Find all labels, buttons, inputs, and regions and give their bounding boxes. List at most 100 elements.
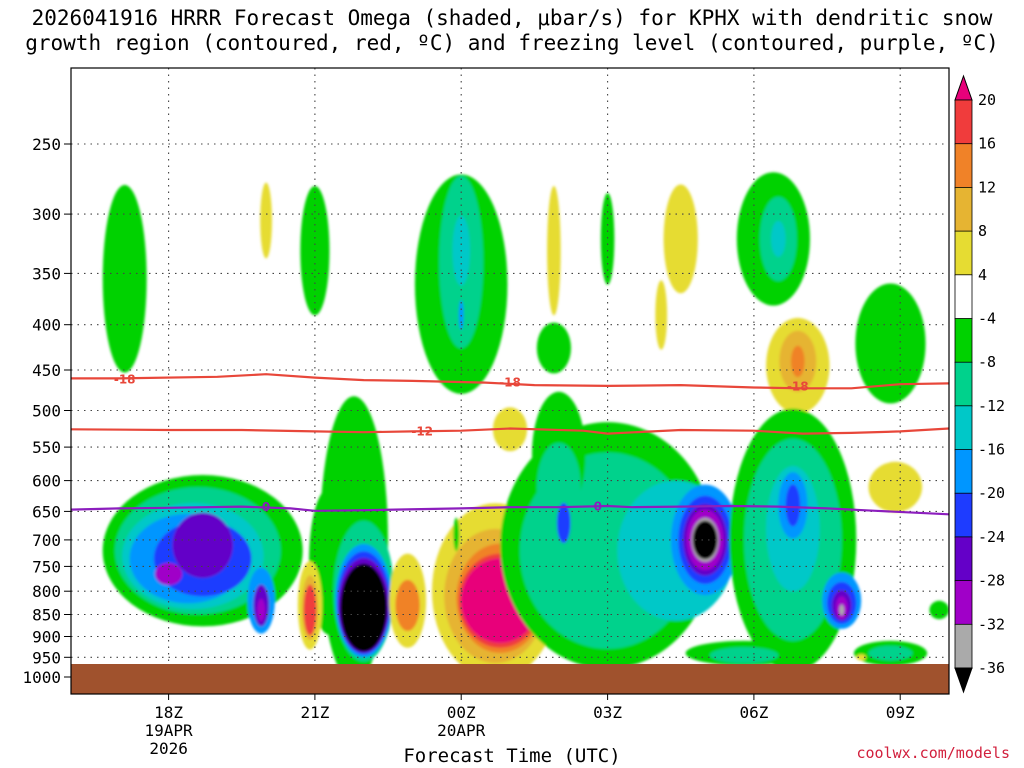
y-tick-label: 550	[32, 438, 61, 457]
freezing-contour-label: 0	[594, 500, 602, 514]
omega-cell	[868, 461, 923, 513]
chart-title: 2026041916 HRRR Forecast Omega (shaded, …	[0, 6, 1024, 56]
omega-cell	[395, 579, 420, 631]
omega-cell	[536, 442, 581, 532]
omega-cell	[791, 345, 805, 378]
omega-cell	[102, 184, 147, 373]
omega-cell	[257, 598, 266, 622]
omega-cell	[547, 186, 561, 316]
omega-cell	[692, 520, 718, 560]
colorbar-segment	[954, 99, 973, 145]
omega-colorbar: 20 16 12 8 4 -4 -8 -12 -16 -20 -24 -28 -32 -36	[954, 74, 1005, 694]
colorbar-label: 4	[978, 266, 987, 284]
dgz-contour-label: -18	[499, 376, 521, 390]
colorbar-label: -16	[978, 441, 1005, 459]
colorbar-segment	[954, 449, 973, 495]
colorbar-segment	[954, 580, 973, 626]
colorbar-segment	[954, 186, 973, 232]
y-tick-label: 250	[32, 135, 61, 154]
x-tick-label: 20APR	[437, 721, 486, 740]
omega-cell	[839, 604, 845, 616]
y-tick-label: 1000	[22, 668, 61, 687]
colorbar-segment	[954, 623, 973, 669]
y-tick-label: 600	[32, 472, 61, 491]
colorbar-segment	[954, 492, 973, 538]
y-tick-label: 850	[32, 606, 61, 625]
x-tick-label: 03Z	[593, 703, 622, 722]
omega-cell	[260, 182, 272, 259]
omega-cell	[868, 645, 913, 661]
ground-surface	[71, 664, 949, 694]
omega-cell	[855, 283, 926, 404]
colorbar-label: -4	[978, 310, 996, 328]
colorbar-label: 20	[978, 91, 996, 109]
omega-cell	[655, 280, 668, 350]
y-tick-label: 350	[32, 264, 61, 283]
omega-cell	[172, 512, 233, 578]
x-tick-label: 2026	[149, 739, 188, 758]
omega-shading: -18 -18 -18 -12 0 0	[71, 68, 949, 694]
dgz-contour-label: -12	[411, 424, 433, 438]
colorbar-label: -20	[978, 484, 1005, 502]
colorbar-bottom-triangle	[954, 667, 973, 694]
title-line-1: 2026041916 HRRR Forecast Omega (shaded, …	[31, 6, 993, 30]
y-tick-label: 950	[32, 648, 61, 667]
colorbar-segment	[954, 274, 973, 320]
freezing-contour-line	[71, 504, 949, 516]
temperature-contours: -18 -18 -18 -12 0 0	[71, 372, 949, 516]
colorbar-segment	[954, 318, 973, 364]
omega-cell	[600, 193, 615, 285]
colorbar-label: -28	[978, 572, 1005, 590]
title-line-2: growth region (contoured, red, ºC) and f…	[25, 31, 999, 55]
colorbar-label: -12	[978, 397, 1005, 415]
colorbar-segment	[954, 405, 973, 451]
dgz-contour-line	[71, 427, 949, 435]
x-axis-title: Forecast Time (UTC)	[403, 745, 621, 767]
omega-cell	[771, 220, 786, 257]
omega-cell	[556, 502, 571, 544]
dgz-contour-label: -18	[114, 372, 136, 386]
omega-cell	[536, 322, 572, 374]
colorbar-segment	[954, 143, 973, 189]
dgz-contour-line	[71, 373, 949, 390]
y-tick-label: 650	[32, 502, 61, 521]
x-tick-label: 09Z	[886, 703, 915, 722]
colorbar-top-triangle	[954, 74, 973, 101]
x-tick-label: 06Z	[739, 703, 768, 722]
colorbar-segment	[954, 536, 973, 582]
colorbar-label: 12	[978, 178, 996, 196]
x-tick-label: 19APR	[145, 721, 194, 740]
plot-frame	[70, 67, 950, 695]
omega-cell	[663, 184, 698, 294]
x-tick-label: 00Z	[447, 703, 476, 722]
omega-cell	[453, 517, 460, 551]
omega-cell	[710, 647, 779, 664]
credit-text: coolwx.com/models	[856, 744, 1010, 762]
y-tick-label: 400	[32, 316, 61, 335]
colorbar-segment	[954, 230, 973, 276]
colorbar-label: -36	[978, 659, 1005, 677]
omega-cell	[929, 600, 949, 620]
freezing-contour-label: 0	[262, 500, 270, 514]
y-tick-label: 300	[32, 205, 61, 224]
omega-cell	[154, 562, 183, 586]
y-tick-label: 700	[32, 531, 61, 550]
colorbar-label: -24	[978, 528, 1005, 546]
omega-cell	[340, 563, 388, 652]
omega-cell	[856, 654, 867, 661]
omega-cell	[785, 484, 801, 527]
colorbar-segment	[954, 361, 973, 407]
colorbar-label: 8	[978, 222, 987, 240]
x-tick-label: 18Z	[154, 703, 183, 722]
y-tick-label: 750	[32, 557, 61, 576]
y-tick-label: 900	[32, 628, 61, 647]
dgz-contour-label: -18	[787, 380, 809, 394]
y-tick-label: 450	[32, 361, 61, 380]
colorbar-label: 16	[978, 135, 996, 153]
y-tick-label: 800	[32, 582, 61, 601]
omega-cell	[303, 584, 317, 636]
colorbar-label: -32	[978, 615, 1005, 633]
x-tick-label: 21Z	[300, 703, 329, 722]
